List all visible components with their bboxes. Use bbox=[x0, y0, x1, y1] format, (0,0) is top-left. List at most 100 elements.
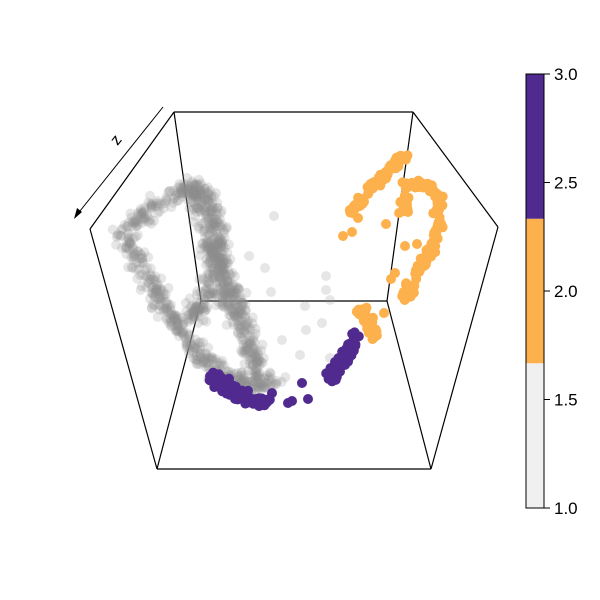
scatter-point-value-1 bbox=[135, 248, 146, 259]
scatter-point-value-1 bbox=[199, 294, 210, 305]
scatter-point-value-1 bbox=[191, 179, 202, 190]
scatter-point-value-1 bbox=[201, 282, 212, 293]
scatter-point-value-1 bbox=[208, 246, 219, 257]
scatter-point-value-1 bbox=[240, 305, 251, 316]
scatter-point-value-1 bbox=[236, 345, 247, 356]
scatter-point-value-1 bbox=[203, 258, 214, 269]
scatter-point-value-1 bbox=[193, 318, 204, 328]
scatter-point-value-1 bbox=[188, 189, 199, 200]
scatter-point-value-1 bbox=[153, 294, 164, 305]
scatter-point-value-1 bbox=[191, 203, 202, 214]
colorbar-band bbox=[526, 363, 544, 508]
scatter-point-value-1 bbox=[147, 281, 158, 292]
scatter-point-value-1 bbox=[203, 187, 214, 198]
scatter-point-value-3 bbox=[207, 375, 218, 385]
box-edge bbox=[412, 111, 499, 228]
scatter-point-value-1 bbox=[184, 343, 195, 354]
scatter-point-value-1 bbox=[203, 273, 214, 283]
scatter-point-value-1 bbox=[221, 320, 232, 330]
scatter-point-value-1 bbox=[189, 185, 200, 195]
scatter-point-value-1 bbox=[209, 360, 220, 371]
scatter-point-value-1 bbox=[198, 356, 209, 367]
scatter-point-value-1 bbox=[175, 327, 186, 338]
scatter-point-value-1 bbox=[124, 244, 135, 255]
scatter-point-value-1 bbox=[216, 248, 227, 259]
scatter-point-value-1 bbox=[233, 328, 244, 339]
scatter-point-value-1 bbox=[143, 216, 154, 227]
scatter-point-value-1 bbox=[196, 286, 207, 297]
scatter-point-value-1 bbox=[248, 349, 258, 360]
scatter-point-value-3 bbox=[287, 396, 297, 406]
scatter-point-value-2 bbox=[402, 150, 413, 161]
scatter-point-value-1 bbox=[192, 192, 203, 202]
scatter-point-value-1 bbox=[229, 308, 240, 319]
scatter-point-value-1 bbox=[241, 342, 251, 353]
scatter-point-value-1 bbox=[215, 260, 225, 271]
scatter-point-value-1 bbox=[250, 366, 261, 377]
scatter-point-value-1 bbox=[251, 371, 262, 382]
scatter-point-value-1 bbox=[203, 223, 214, 234]
scatter-point-value-1 bbox=[150, 292, 161, 303]
scatter-point-value-1 bbox=[188, 187, 199, 197]
scatter-point-value-1 bbox=[202, 202, 213, 213]
scatter-point-value-1 bbox=[212, 252, 223, 263]
scatter-point-value-1 bbox=[191, 350, 202, 361]
scatter-point-value-1 bbox=[173, 317, 184, 328]
scatter-point-value-1 bbox=[207, 238, 218, 249]
scatter-point-value-1 bbox=[190, 305, 201, 316]
scatter-point-value-1 bbox=[203, 228, 214, 239]
scatter-point-value-1 bbox=[139, 202, 150, 213]
scatter-point-value-1 bbox=[151, 284, 162, 295]
scatter-point-value-1 bbox=[142, 262, 152, 273]
scatter-point-value-1 bbox=[135, 209, 146, 220]
scatter-point-value-1 bbox=[257, 357, 268, 368]
scatter-point-value-1 bbox=[156, 295, 167, 306]
scatter-point-value-1 bbox=[205, 287, 216, 298]
scatter-point-value-1 bbox=[151, 283, 162, 294]
scatter-point-value-1 bbox=[136, 208, 147, 219]
scatter-point-value-1 bbox=[140, 265, 151, 275]
scatter-point-value-3 bbox=[303, 394, 313, 404]
scatter-point-value-1 bbox=[137, 257, 148, 268]
scatter-point-value-1 bbox=[227, 297, 238, 308]
scatter-point-value-1 bbox=[124, 237, 135, 247]
scatter-point-value-1 bbox=[138, 257, 149, 268]
scatter-point-value-2 bbox=[434, 203, 445, 214]
scatter-point-value-1 bbox=[253, 371, 264, 382]
scatter-point-value-1 bbox=[244, 351, 255, 362]
scatter-point-value-1 bbox=[216, 360, 227, 371]
scatter-point-value-1 bbox=[247, 376, 258, 387]
scatter-point-value-1 bbox=[188, 311, 199, 322]
scatter-point-value-1 bbox=[217, 293, 228, 304]
scatter-point-value-1 bbox=[235, 292, 246, 303]
scatter-point-value-1 bbox=[111, 239, 122, 250]
scatter-point-value-1 bbox=[202, 237, 213, 248]
scatter-point-value-1 bbox=[203, 213, 214, 223]
scatter-point-value-1 bbox=[221, 222, 232, 233]
scatter-point-value-1 bbox=[198, 226, 209, 237]
scatter-point-value-1 bbox=[220, 269, 231, 280]
scatter-point-value-1 bbox=[256, 384, 267, 395]
scatter-point-value-1 bbox=[196, 200, 207, 211]
scatter-point-value-1 bbox=[203, 269, 214, 280]
scatter-point-value-1 bbox=[247, 352, 258, 363]
scatter-point-value-1 bbox=[239, 320, 250, 331]
scatter-point-value-1 bbox=[229, 299, 240, 310]
scatter-point-value-1 bbox=[194, 184, 205, 195]
scatter-point-value-1 bbox=[153, 293, 164, 304]
z-axis-label: z bbox=[107, 132, 125, 149]
scatter-point-value-1 bbox=[252, 346, 263, 357]
scatter-point-value-1 bbox=[232, 294, 243, 305]
scatter-point-value-1 bbox=[131, 217, 142, 228]
scatter-point-value-1 bbox=[219, 254, 229, 265]
scatter-point-value-1 bbox=[217, 257, 228, 268]
scatter-point-value-1 bbox=[232, 284, 243, 295]
scatter-point-value-1 bbox=[195, 304, 206, 315]
scatter-point-value-1 bbox=[122, 221, 133, 232]
scatter-point-value-1 bbox=[193, 221, 204, 232]
scatter-point-value-1 bbox=[202, 210, 212, 221]
scatter-point-value-1 bbox=[193, 174, 204, 185]
scatter-point-value-1 bbox=[186, 205, 197, 216]
scatter-point-value-1 bbox=[192, 354, 203, 365]
scatter-point-value-1 bbox=[214, 256, 225, 267]
